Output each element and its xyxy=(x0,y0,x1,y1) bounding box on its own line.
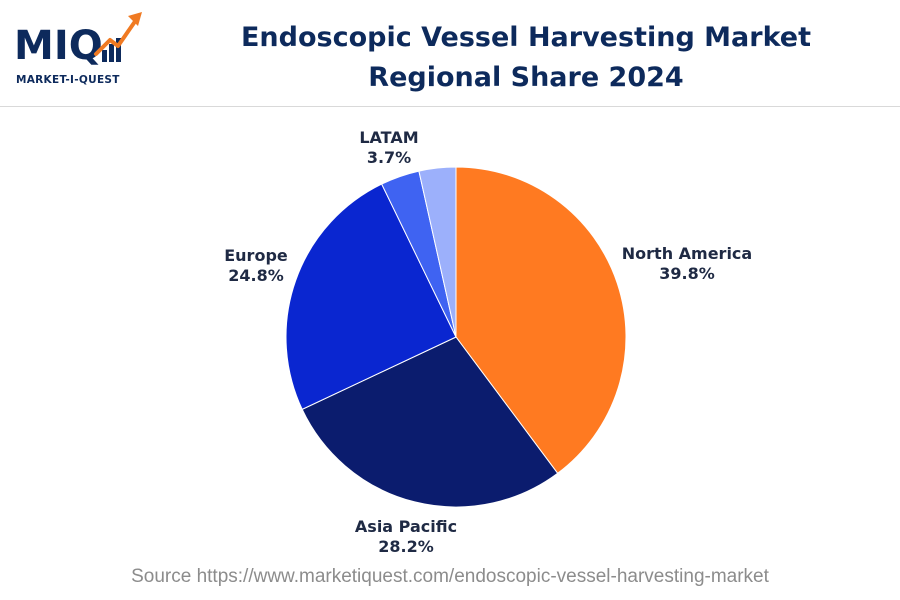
slice-label-asia-pacific: Asia Pacific xyxy=(355,517,457,536)
slice-value-label-asia-pacific: 28.2% xyxy=(378,537,434,556)
trending-up-arrow-icon xyxy=(94,12,142,62)
slice-value-label-north-america: 39.8% xyxy=(659,264,715,283)
market-i-quest-logo[interactable]: MIQ MARKET-I-QUEST xyxy=(14,10,144,92)
page-title: Endoscopic Vessel Harvesting Market Regi… xyxy=(240,22,812,93)
slice-label-europe: Europe xyxy=(224,246,288,265)
pie-slice-north-america xyxy=(455,166,627,474)
logo-tagline: MARKET-I-QUEST xyxy=(16,74,120,86)
slice-label-latam: LATAM xyxy=(359,128,418,147)
slice-value-label-europe: 24.8% xyxy=(228,266,284,285)
slice-value-label-latam: 3.7% xyxy=(367,148,411,167)
pie-slice-europe xyxy=(285,183,457,411)
pie-slice-other xyxy=(418,166,457,338)
source-citation: Source https://www.marketiquest.com/endo… xyxy=(131,566,769,587)
slice-label-north-america: North America xyxy=(622,244,752,263)
logo-mark: MIQ xyxy=(14,23,103,69)
header: MIQ MARKET-I-QUEST Endoscopic Vessel Har… xyxy=(0,0,900,106)
header-divider xyxy=(0,106,900,107)
